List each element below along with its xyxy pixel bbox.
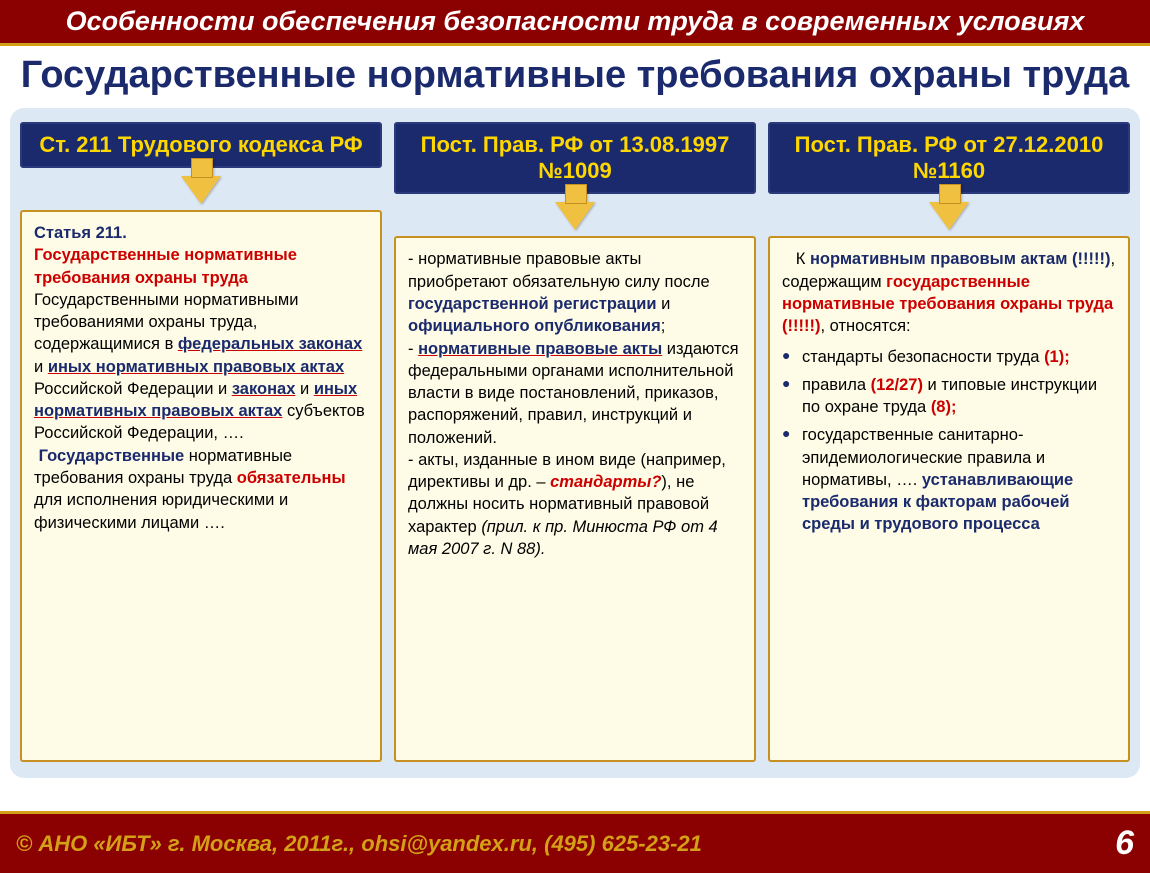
arrow-icon (929, 194, 969, 236)
col2-d3: - акты, изданные в ином виде (например, … (408, 449, 742, 560)
col1-line1: Статья 211. (34, 222, 368, 244)
list-item: государственные санитарно-эпидемиологиче… (782, 424, 1116, 535)
columns: Ст. 211 Трудового кодекса РФ Статья 211.… (20, 122, 1130, 762)
column-3: Пост. Прав. РФ от 27.12.2010 №1160 К нор… (768, 122, 1130, 762)
list-item: правила (12/27) и типовые инструкции по … (782, 374, 1116, 419)
page-number: 6 (1115, 824, 1134, 863)
panel: Ст. 211 Трудового кодекса РФ Статья 211.… (10, 108, 1140, 778)
footer-text: © АНО «ИБТ» г. Москва, 2011г., ohsi@yand… (16, 831, 702, 857)
column-1: Ст. 211 Трудового кодекса РФ Статья 211.… (20, 122, 382, 762)
col1-line2: Государственные нормативные требования о… (34, 244, 368, 289)
col2-d1: - нормативные правовые акты приобретают … (408, 248, 742, 337)
col3-list: стандарты безопасности труда (1); правил… (782, 346, 1116, 536)
list-item: стандарты безопасности труда (1); (782, 346, 1116, 368)
col2-d2: - нормативные правовые акты издаются фед… (408, 338, 742, 449)
content-area: Государственные нормативные требования о… (0, 46, 1150, 811)
column-2: Пост. Прав. РФ от 13.08.1997 №1009 - нор… (394, 122, 756, 762)
col2-box: - нормативные правовые акты приобретают … (394, 236, 756, 761)
col1-box: Статья 211. Государственные нормативные … (20, 210, 382, 762)
col1-p1: Государственными нормативными требования… (34, 289, 368, 445)
main-title: Государственные нормативные требования о… (10, 54, 1140, 98)
arrow-icon (555, 194, 595, 236)
col3-intro: К нормативным правовым актам (!!!!!), со… (782, 248, 1116, 337)
col1-p2: Государственные нормативные требования о… (34, 445, 368, 534)
col3-box: К нормативным правовым актам (!!!!!), со… (768, 236, 1130, 761)
arrow-icon (181, 168, 221, 210)
slide-header: Особенности обеспечения безопасности тру… (0, 0, 1150, 46)
